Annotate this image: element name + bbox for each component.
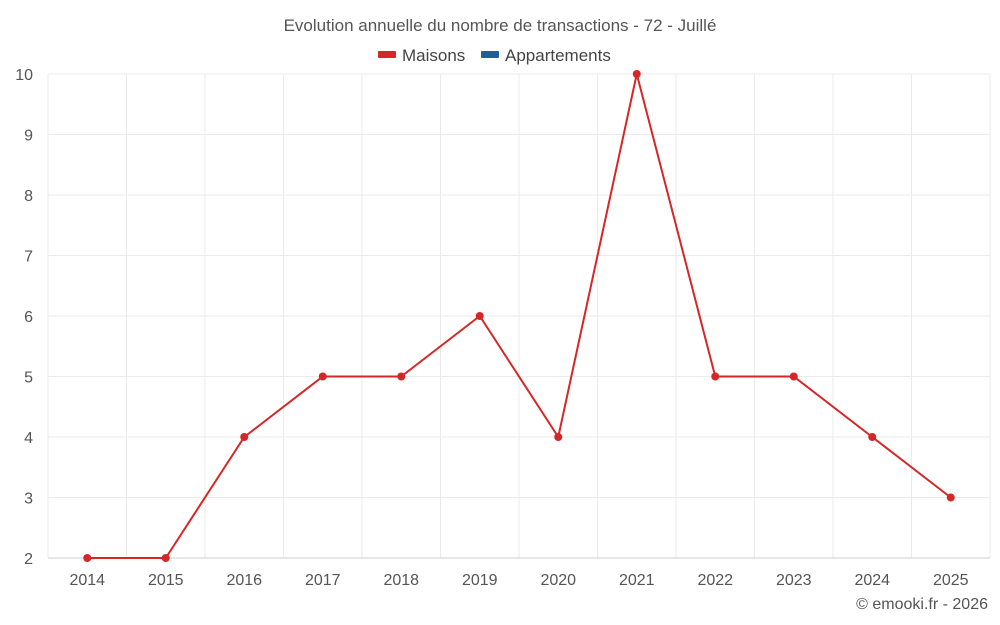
y-tick-label: 4 (24, 430, 33, 447)
y-tick-label: 10 (15, 67, 33, 84)
legend-item-maisons[interactable]: Maisons (378, 46, 465, 65)
data-point[interactable] (475, 312, 484, 320)
data-point[interactable] (397, 372, 406, 381)
y-tick-label: 7 (24, 249, 33, 266)
x-tick-label: 2017 (305, 572, 341, 589)
y-tick-label: 2 (24, 551, 33, 568)
legend-swatch-appartements (481, 51, 499, 58)
data-point[interactable] (240, 433, 249, 441)
y-tick-label: 5 (24, 370, 33, 387)
series-maisons (83, 70, 955, 562)
grid (47, 73, 991, 558)
x-tick-label: 2019 (462, 572, 498, 589)
x-axis: 2014 2015 2016 2017 2018 2019 2020 2021 2022 2023… (69, 572, 968, 589)
x-tick-label: 2020 (540, 572, 576, 589)
y-tick-label: 9 (24, 128, 33, 145)
x-tick-label: 2023 (776, 572, 812, 589)
legend: Maisons Appartements (378, 46, 611, 65)
data-point[interactable] (632, 70, 641, 78)
data-point[interactable] (554, 433, 563, 441)
x-tick-label: 2022 (697, 572, 733, 589)
legend-label-maisons: Maisons (402, 46, 465, 65)
x-tick-label: 2014 (69, 572, 105, 589)
legend-swatch-maisons (378, 51, 396, 58)
legend-label-appartements: Appartements (505, 46, 611, 65)
data-point[interactable] (868, 433, 877, 441)
x-tick-label: 2021 (619, 572, 655, 589)
data-point[interactable] (83, 554, 92, 562)
x-tick-label: 2015 (148, 572, 184, 589)
y-axis: 2 3 4 5 6 7 8 9 10 (15, 67, 33, 568)
legend-item-appartements[interactable]: Appartements (481, 46, 611, 65)
y-tick-label: 3 (24, 491, 33, 508)
y-tick-label: 6 (24, 309, 33, 326)
data-point[interactable] (946, 493, 955, 502)
chart-title: Evolution annuelle du nombre de transact… (284, 16, 717, 35)
data-point[interactable] (161, 554, 170, 562)
data-point[interactable] (318, 372, 327, 381)
x-tick-label: 2018 (383, 572, 419, 589)
series-line (87, 73, 952, 559)
y-tick-label: 8 (24, 188, 33, 205)
credit-text: © emooki.fr - 2026 (856, 596, 988, 613)
x-tick-label: 2025 (933, 572, 969, 589)
x-tick-label: 2016 (226, 572, 262, 589)
x-tick-label: 2024 (854, 572, 890, 589)
data-point[interactable] (789, 372, 798, 381)
data-point[interactable] (711, 372, 720, 381)
